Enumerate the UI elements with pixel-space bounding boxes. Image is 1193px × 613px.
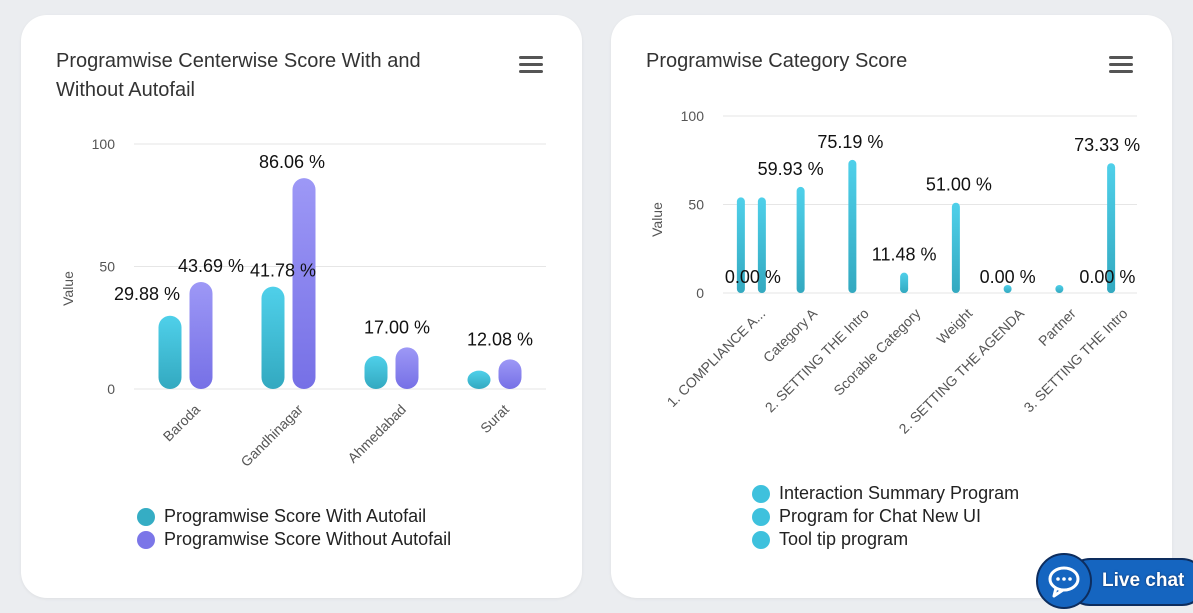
legend-dot-icon bbox=[752, 507, 770, 526]
bar bbox=[848, 159, 857, 293]
data-label: 17.00 % bbox=[364, 317, 430, 337]
legend: Interaction Summary Program Program for … bbox=[752, 482, 1019, 551]
x-tick-label: 3. SETTING THE Intro bbox=[1020, 305, 1130, 415]
legend-item[interactable]: Program for Chat New UI bbox=[752, 505, 1019, 528]
legend-label: Interaction Summary Program bbox=[779, 483, 1020, 503]
legend-item[interactable]: Tool tip program bbox=[752, 528, 1019, 551]
data-label: 11.48 % bbox=[872, 245, 937, 265]
bar bbox=[736, 197, 745, 293]
centerwise-bar-chart: 0 50 100 Value Baroda Gandhinagar Ahmedabad Sur… bbox=[60, 136, 546, 470]
bar bbox=[951, 202, 960, 293]
legend-dot-icon bbox=[137, 507, 155, 526]
legend-label: Tool tip program bbox=[779, 529, 909, 549]
centerwise-score-card: Programwise Centerwise Score With and Wi… bbox=[21, 15, 582, 598]
legend-item[interactable]: Interaction Summary Program bbox=[752, 482, 1019, 505]
legend-label: Programwise Score With Autofail bbox=[164, 506, 427, 526]
chart-title: Programwise Category Score bbox=[646, 50, 908, 72]
bar bbox=[796, 186, 805, 293]
bar bbox=[467, 370, 491, 389]
x-tick-label: Baroda bbox=[160, 401, 203, 444]
hamburger-menu-icon[interactable] bbox=[519, 56, 543, 76]
y-tick-label: 50 bbox=[99, 259, 115, 275]
y-tick-label: 100 bbox=[92, 136, 116, 152]
x-tick-label: Surat bbox=[477, 401, 512, 436]
data-label: 29.88 % bbox=[114, 284, 180, 304]
data-label: 73.33 % bbox=[1074, 135, 1140, 155]
x-tick-label: 2. SETTING THE Intro bbox=[762, 305, 872, 415]
x-tick-label: Scorable Category bbox=[830, 305, 923, 398]
y-tick-label: 0 bbox=[696, 285, 704, 301]
bar bbox=[757, 197, 766, 293]
bar bbox=[261, 286, 285, 389]
legend-label: Program for Chat New UI bbox=[779, 506, 982, 526]
y-tick-label: 50 bbox=[688, 197, 704, 213]
x-tick-label: Weight bbox=[933, 305, 975, 347]
data-label: 86.06 % bbox=[259, 152, 325, 172]
x-tick-label: Ahmedabad bbox=[344, 401, 409, 466]
x-tick-label: 1. COMPLIANCE A... bbox=[664, 305, 769, 410]
bar bbox=[395, 347, 419, 389]
legend-dot-icon bbox=[137, 530, 155, 549]
bar bbox=[292, 178, 316, 389]
bar bbox=[1003, 285, 1012, 293]
bar bbox=[498, 359, 522, 389]
data-label: 59.93 % bbox=[758, 159, 824, 179]
x-tick-label: Partner bbox=[1035, 305, 1079, 349]
data-label: 12.08 % bbox=[467, 329, 533, 349]
bar bbox=[1107, 163, 1116, 293]
bar bbox=[158, 315, 182, 389]
data-label: 0.00 % bbox=[980, 267, 1036, 287]
hamburger-menu-icon[interactable] bbox=[1109, 56, 1133, 76]
category-score-card: Programwise Category Score 0 50 100 Value 1.… bbox=[611, 15, 1172, 598]
bar bbox=[900, 272, 909, 293]
data-label: 51.00 % bbox=[926, 175, 992, 195]
bar bbox=[189, 281, 213, 389]
data-label: 0.00 % bbox=[1079, 267, 1135, 287]
legend-dot-icon bbox=[752, 530, 770, 549]
chat-bubble-icon[interactable] bbox=[1036, 553, 1092, 609]
chart-title: Programwise Centerwise Score With and Wi… bbox=[56, 50, 421, 101]
x-tick-label: Gandhinagar bbox=[237, 401, 306, 470]
data-label: 0.00 % bbox=[725, 267, 781, 287]
legend-label: Programwise Score Without Autofail bbox=[164, 529, 452, 549]
bar bbox=[1055, 285, 1064, 293]
live-chat-button[interactable]: Live chat bbox=[1036, 553, 1193, 611]
legend-dot-icon bbox=[752, 484, 770, 503]
data-label: 75.19 % bbox=[817, 132, 883, 152]
y-axis-label: Value bbox=[60, 271, 76, 306]
data-label: 41.78 % bbox=[250, 261, 316, 281]
legend: Programwise Score With Autofail Programw… bbox=[137, 505, 451, 551]
y-tick-label: 0 bbox=[107, 381, 115, 397]
y-tick-label: 100 bbox=[681, 108, 705, 124]
live-chat-label[interactable]: Live chat bbox=[1102, 570, 1185, 591]
data-label: 43.69 % bbox=[178, 256, 244, 276]
y-axis-label: Value bbox=[649, 202, 665, 237]
legend-item[interactable]: Programwise Score Without Autofail bbox=[137, 528, 451, 551]
legend-item[interactable]: Programwise Score With Autofail bbox=[137, 505, 451, 528]
bar bbox=[364, 355, 388, 389]
